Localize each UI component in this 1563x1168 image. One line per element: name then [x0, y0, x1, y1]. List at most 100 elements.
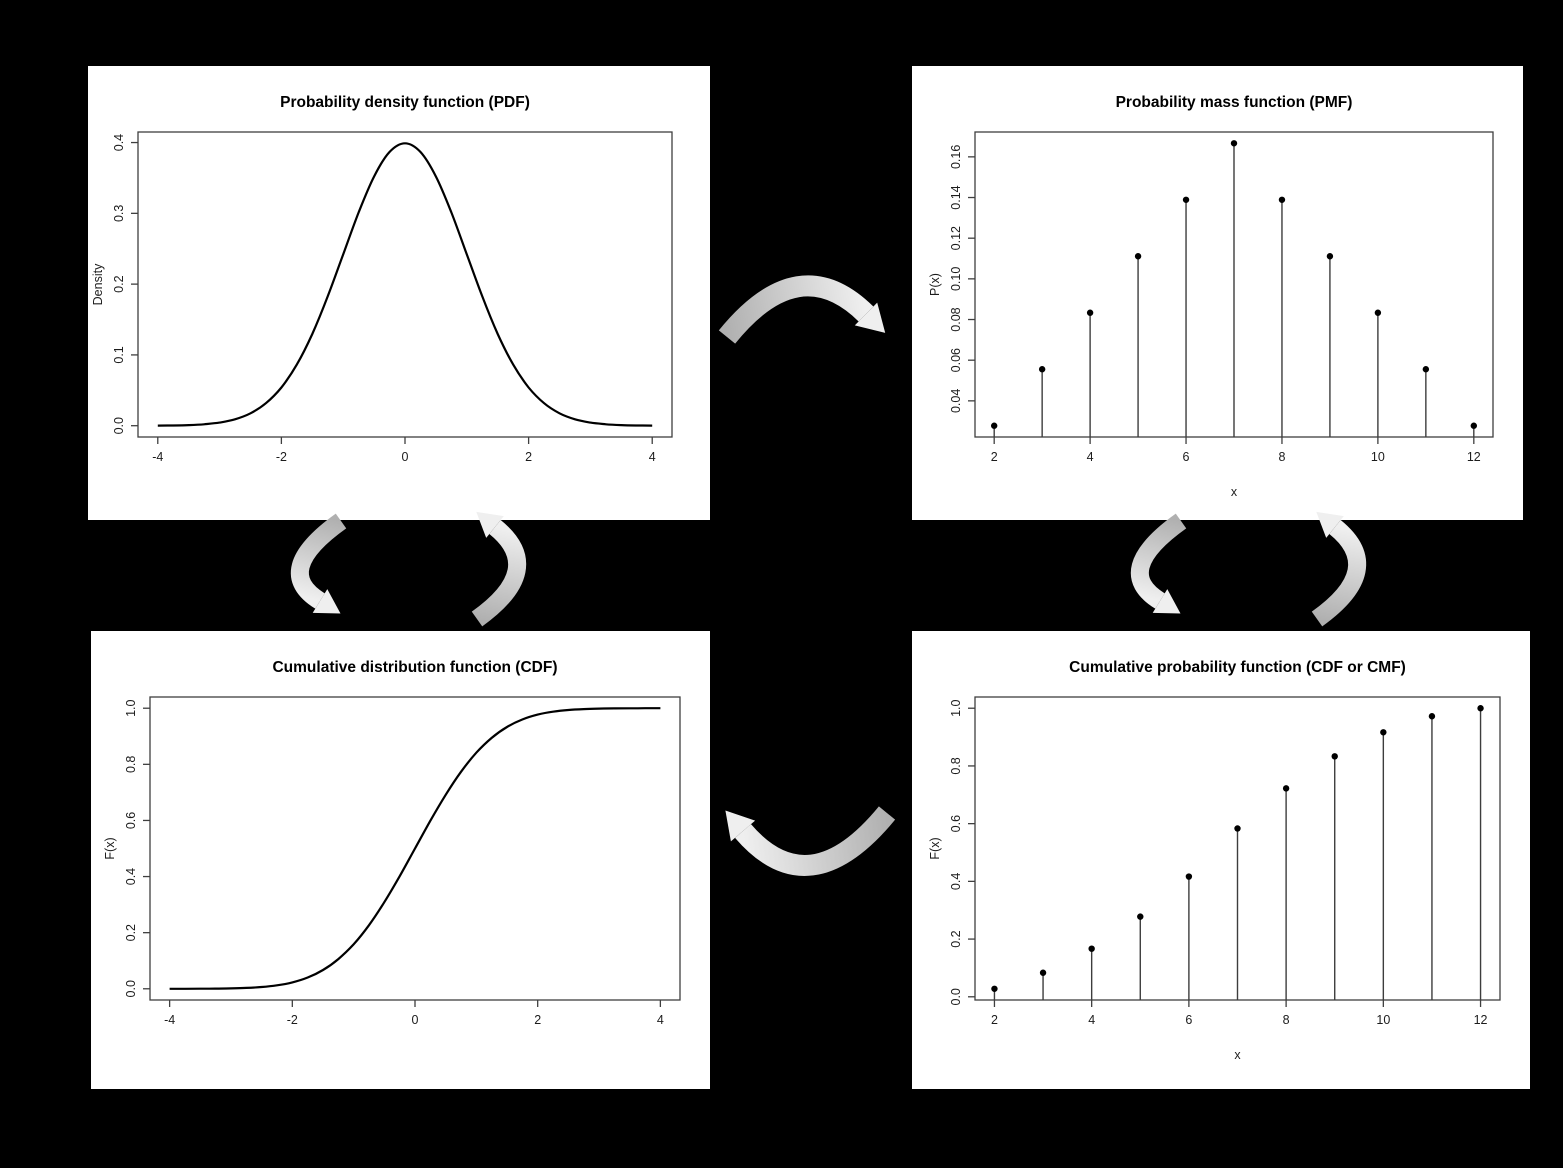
y-tick-label: 0.2: [124, 924, 138, 941]
cycle-arrow-pmf-to-cmf: [1130, 513, 1187, 614]
arrow-ribbon: [290, 513, 347, 609]
data-point: [1331, 753, 1338, 760]
data-point: [1185, 873, 1193, 880]
chart-title: Cumulative probability function (CDF or …: [1069, 659, 1406, 676]
data-point: [1428, 713, 1436, 720]
plot-border: [137, 131, 673, 438]
y-tick-label: 0.4: [124, 868, 138, 885]
y-tick-label: 0.06: [949, 348, 963, 372]
x-tick-label: 12: [1467, 450, 1481, 464]
data-point: [1422, 366, 1430, 373]
x-axis-ticks: -4 -2 0 2 4: [152, 437, 656, 464]
data-point: [990, 422, 998, 429]
arrow-head: [312, 589, 341, 614]
y-tick-label: 0.0: [112, 417, 126, 434]
data-point: [1477, 705, 1484, 712]
curved-arrow-cmf-to-cdf: [725, 806, 896, 876]
data-point: [991, 985, 998, 992]
pdf-chart: Probability density function (PDF) Densi…: [91, 94, 673, 464]
y-tick-label: 0.12: [949, 226, 963, 250]
y-tick-label: 0.2: [949, 930, 963, 947]
x-tick-label: 8: [1283, 1013, 1290, 1027]
y-axis-label: P(x): [928, 273, 942, 296]
pmf-chart: Probability mass function (PMF) P(x) x 2…: [928, 94, 1494, 499]
x-tick-label: 2: [525, 450, 532, 464]
plot-area: -4 -2 0 2 4 0.0 0.2 0.4 0.6 0.8 1.0: [124, 696, 681, 1027]
arrow-ribbon: [1130, 513, 1187, 609]
x-tick-label: 4: [1087, 450, 1094, 464]
curved-arrow-pdf-to-pmf: [718, 275, 886, 344]
data-point: [1374, 309, 1382, 316]
cdf-curve: [169, 707, 661, 990]
y-tick-label: 0.3: [112, 205, 126, 222]
y-tick-label: 0.6: [949, 815, 963, 832]
data-point: [1282, 785, 1290, 792]
y-tick-label: 0.8: [949, 757, 963, 774]
x-tick-label: 12: [1474, 1013, 1488, 1027]
chart-title: Probability density function (PDF): [280, 94, 530, 111]
x-tick-label: -2: [287, 1013, 298, 1027]
data-point: [1038, 366, 1046, 373]
arrow-head: [1152, 589, 1181, 614]
x-tick-label: 2: [534, 1013, 541, 1027]
y-tick-label: 0.6: [124, 812, 138, 829]
cycle-arrow-pdf-to-cdf: [290, 513, 347, 614]
data-point: [1230, 140, 1238, 147]
data-point: [1134, 253, 1142, 260]
x-axis-label: x: [1231, 485, 1238, 499]
x-tick-label: 4: [657, 1013, 664, 1027]
cycle-arrow-cdf-to-pdf: [471, 511, 527, 627]
x-tick-label: 10: [1376, 1013, 1390, 1027]
data-point: [1234, 825, 1241, 832]
cdf-chart-panel: Cumulative distribution function (CDF) F…: [91, 631, 710, 1089]
y-axis-label: F(x): [928, 837, 942, 859]
data-point: [1039, 969, 1047, 976]
y-axis-ticks: 0.0 0.2 0.4 0.6 0.8 1.0: [949, 699, 975, 1005]
x-tick-label: 10: [1371, 450, 1385, 464]
arrow-head: [854, 302, 886, 333]
y-tick-label: 0.08: [949, 307, 963, 331]
x-tick-label: -4: [164, 1013, 175, 1027]
x-tick-label: 4: [649, 450, 656, 464]
data-point: [1088, 945, 1095, 952]
x-axis-ticks: 2 4 6 8 10 12: [991, 1000, 1488, 1027]
pmf-chart-panel: Probability mass function (PMF) P(x) x 2…: [912, 66, 1523, 520]
y-tick-label: 0.1: [112, 346, 126, 363]
y-tick-label: 0.4: [112, 134, 126, 151]
pmf-stems: [990, 140, 1478, 437]
y-tick-label: 0.0: [949, 988, 963, 1005]
data-point: [1137, 913, 1144, 920]
plot-area: 2 4 6 8 10 12 0.04 0.06 0.08 0.10 0.12 0.14 0.16: [949, 131, 1494, 464]
y-tick-label: 0.2: [112, 275, 126, 292]
y-tick-label: 0.8: [124, 756, 138, 773]
plot-area: 2 4 6 8 10 12 0.0 0.2 0.4 0.6 0.8 1.0: [949, 696, 1501, 1027]
arrow-ribbon: [1311, 520, 1367, 627]
cmf-chart: Cumulative probability function (CDF or …: [928, 659, 1501, 1062]
chart-title: Probability mass function (PMF): [1116, 94, 1353, 111]
x-tick-label: 8: [1278, 450, 1285, 464]
arrow-ribbon: [735, 806, 896, 876]
x-tick-label: 2: [991, 1013, 998, 1027]
y-tick-label: 1.0: [124, 699, 138, 716]
data-point: [1278, 196, 1286, 203]
y-tick-label: 0.10: [949, 267, 963, 291]
y-axis-ticks: 0.0 0.1 0.2 0.3 0.4: [112, 134, 138, 434]
chart-title: Cumulative distribution function (CDF): [272, 659, 557, 676]
data-point: [1182, 196, 1190, 203]
cycle-arrow-cmf-to-pmf: [1311, 511, 1367, 627]
y-axis-ticks: 0.04 0.06 0.08 0.10 0.12 0.14 0.16: [949, 145, 975, 413]
arrow-ribbon: [718, 275, 874, 344]
data-point: [1326, 253, 1334, 260]
cmf-stems: [991, 705, 1484, 1000]
x-tick-label: 6: [1185, 1013, 1192, 1027]
x-axis-ticks: -4 -2 0 2 4: [164, 1000, 664, 1027]
arrow-head: [725, 810, 756, 842]
x-tick-label: 4: [1088, 1013, 1095, 1027]
data-point: [1086, 309, 1094, 316]
x-axis-label: x: [1234, 1048, 1241, 1062]
x-tick-label: 2: [991, 450, 998, 464]
y-tick-label: 1.0: [949, 699, 963, 716]
y-axis-label: F(x): [103, 837, 117, 859]
x-axis-ticks: 2 4 6 8 10 12: [991, 437, 1481, 464]
